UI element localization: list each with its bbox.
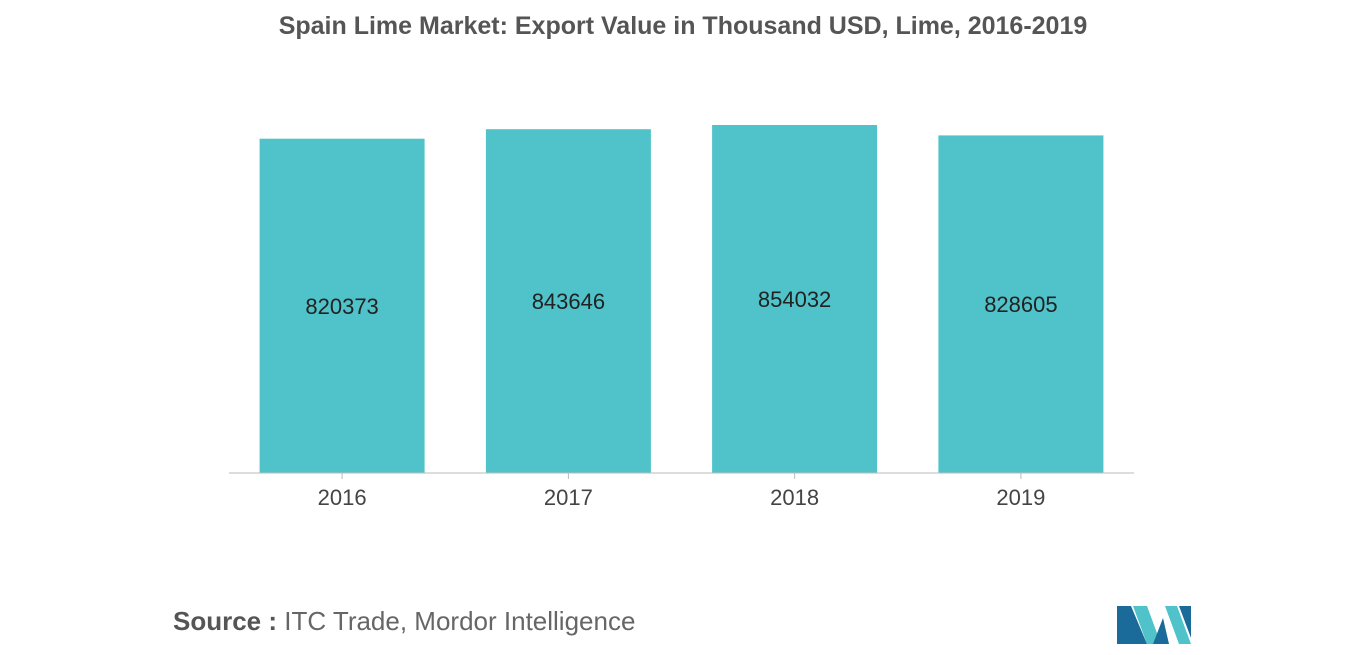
chart-title: Spain Lime Market: Export Value in Thous… xyxy=(278,12,1088,40)
mordor-intelligence-logo-icon xyxy=(1117,606,1191,644)
x-tick-label-2016: 2016 xyxy=(318,485,367,510)
bar-2019 xyxy=(938,135,1104,473)
x-tick-label-2017: 2017 xyxy=(544,485,593,510)
bar-2017 xyxy=(485,129,651,473)
x-tick-label-2018: 2018 xyxy=(770,485,819,510)
data-label-2018: 854032 xyxy=(758,287,831,312)
x-tick-label-2019: 2019 xyxy=(996,485,1045,510)
x-axis: 2016 2017 2018 2019 xyxy=(229,472,1134,510)
bar-2018 xyxy=(712,125,878,473)
source-text: ITC Trade, Mordor Intelligence xyxy=(284,606,636,636)
source-note: Source : ITC Trade, Mordor Intelligence xyxy=(173,606,635,637)
source-label: Source : xyxy=(173,606,278,636)
data-label-2019: 828605 xyxy=(984,292,1057,317)
bar-2016 xyxy=(259,138,425,473)
bars-group: 820373 843646 854032 828605 xyxy=(259,125,1104,473)
data-label-2017: 843646 xyxy=(532,289,605,314)
data-label-2016: 820373 xyxy=(305,294,378,319)
